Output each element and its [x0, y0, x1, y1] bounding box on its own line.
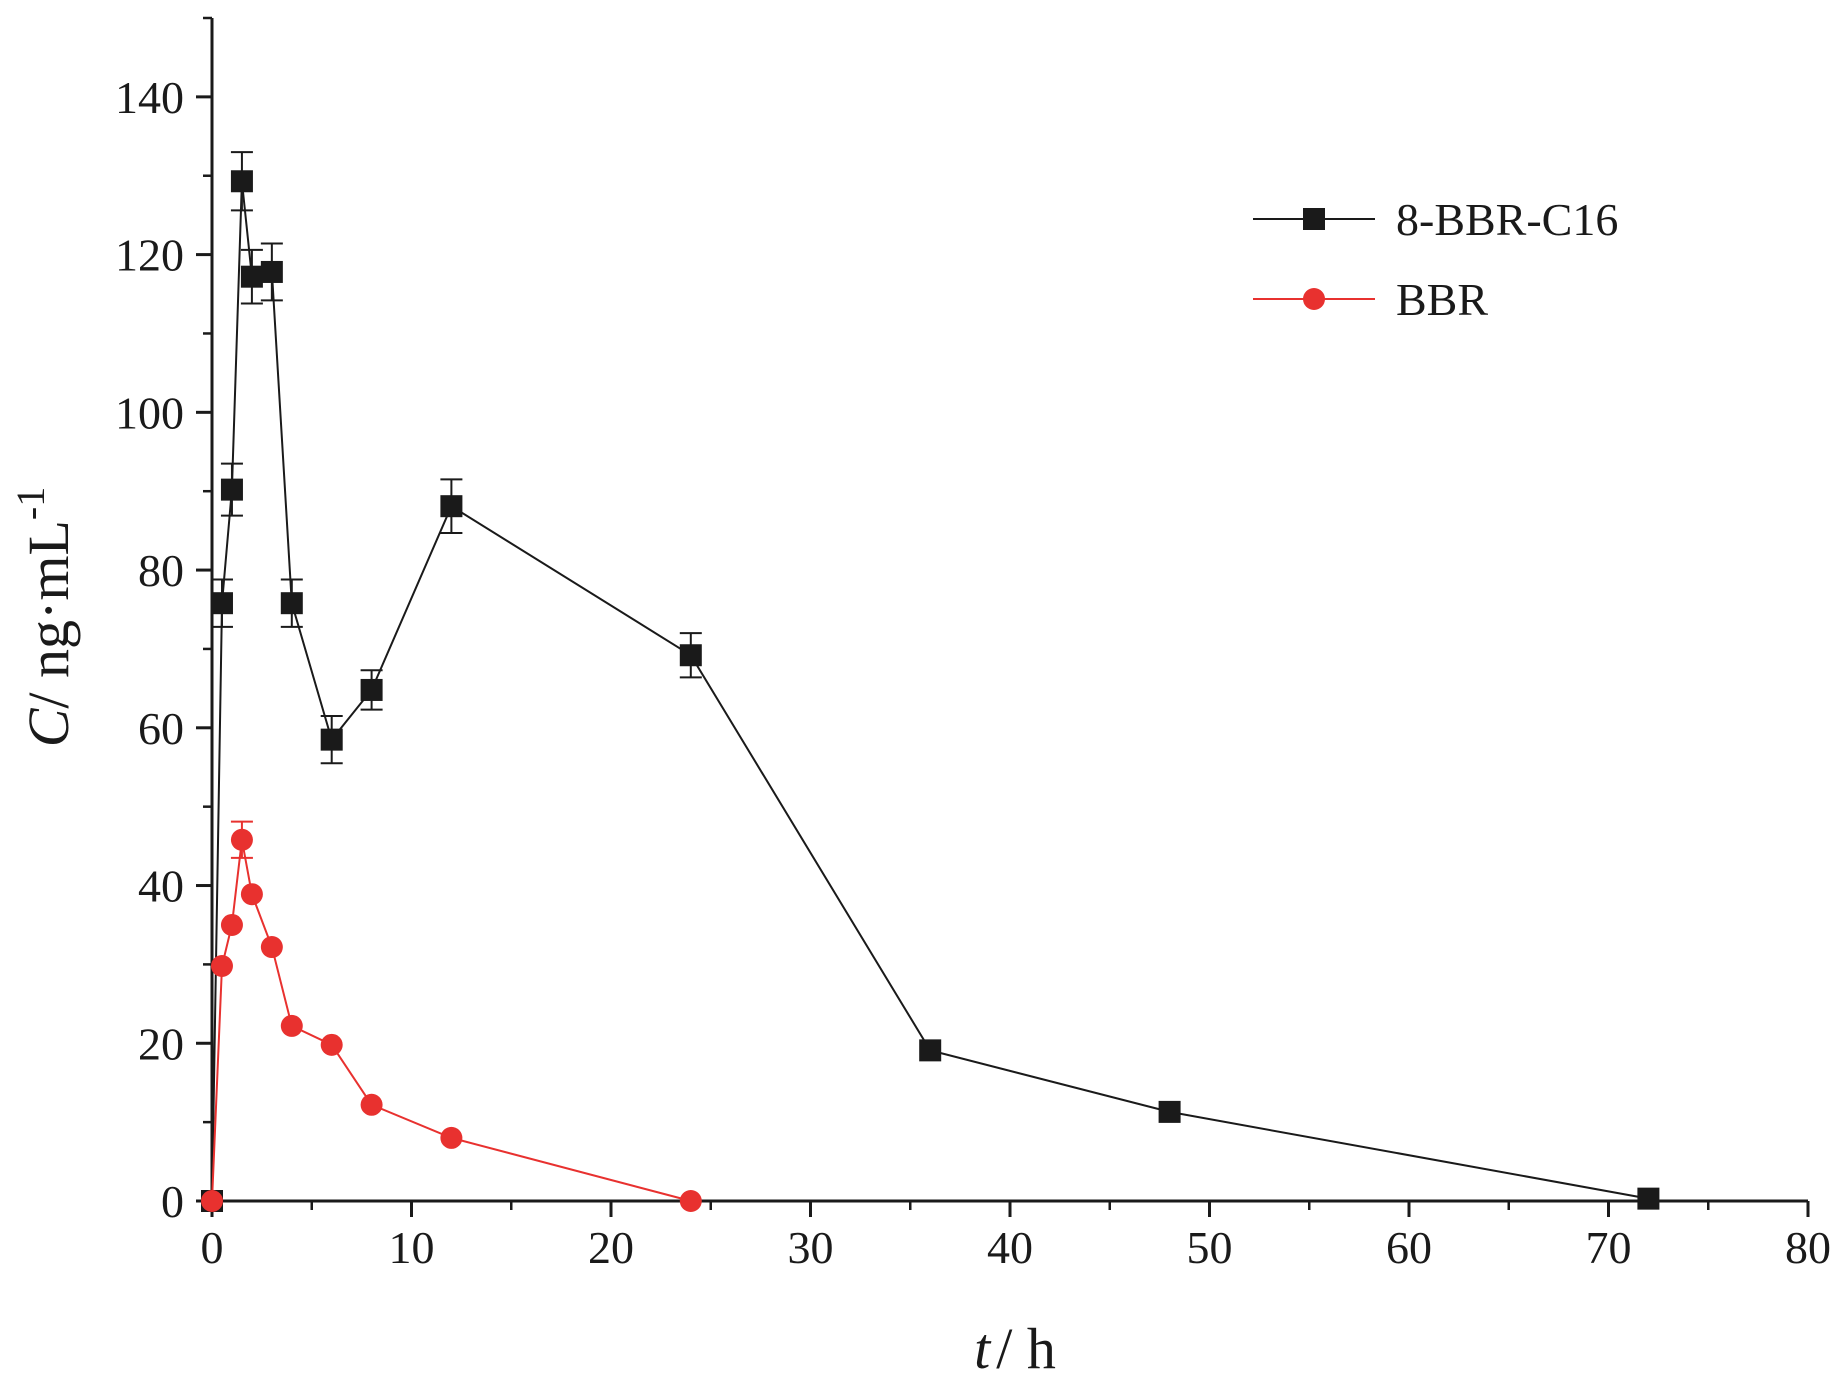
data-point — [360, 678, 383, 701]
data-point — [919, 1039, 942, 1062]
y-axis-label: C/ ng·mL-1 — [8, 487, 81, 748]
y-tick-label: 0 — [161, 1176, 184, 1227]
data-point — [679, 1190, 702, 1212]
x-tick-label: 80 — [1785, 1222, 1831, 1273]
x-tick-label: 40 — [987, 1222, 1033, 1273]
series-8-bbr-c16 — [201, 151, 1660, 1212]
x-tick-label: 50 — [1187, 1222, 1233, 1273]
x-tick-label: 10 — [389, 1222, 435, 1273]
data-point — [440, 495, 463, 518]
y-tick-label: 120 — [115, 230, 184, 281]
y-tick-label: 80 — [138, 545, 184, 596]
y-tick-label: 140 — [115, 72, 184, 123]
x-tick-label: 20 — [588, 1222, 634, 1273]
y-tick-label: 60 — [138, 703, 184, 754]
x-axis-label: t / h — [974, 1316, 1056, 1381]
legend-label: 8-BBR-C16 — [1396, 194, 1618, 245]
data-point — [220, 913, 243, 936]
legend-marker — [1303, 288, 1325, 310]
data-point — [440, 1126, 463, 1149]
data-point — [240, 883, 263, 906]
data-point — [320, 728, 343, 751]
data-point — [210, 592, 233, 615]
data-point — [260, 260, 283, 283]
series-layer — [201, 151, 1660, 1212]
data-point — [260, 936, 283, 959]
x-tick-label: 0 — [201, 1222, 224, 1273]
data-point — [210, 954, 233, 977]
legend-label: BBR — [1396, 274, 1488, 325]
data-point — [1637, 1187, 1660, 1210]
series-bbr — [201, 820, 702, 1212]
data-point — [360, 1093, 383, 1116]
legend-marker — [1303, 208, 1325, 230]
x-tick-label: 30 — [788, 1222, 834, 1273]
x-tick-label: 60 — [1386, 1222, 1432, 1273]
x-tick-label: 70 — [1586, 1222, 1632, 1273]
y-tick-label: 100 — [115, 387, 184, 438]
data-point — [240, 265, 263, 288]
axes: 0 10 20 30 40 50 60 70 80 0 20 40 60 80 100 120 140 — [115, 16, 1831, 1273]
data-point — [230, 170, 253, 193]
data-point — [230, 828, 253, 851]
data-point — [1158, 1100, 1181, 1123]
data-point — [320, 1033, 343, 1056]
y-tick-label: 40 — [138, 861, 184, 912]
y-tick-label: 20 — [138, 1018, 184, 1069]
series-line — [211, 181, 1649, 1202]
data-point — [280, 592, 303, 615]
legend: 8-BBR-C16 BBR — [1253, 194, 1618, 325]
data-point — [220, 478, 243, 501]
data-point — [201, 1190, 223, 1212]
data-point — [280, 1014, 303, 1037]
data-point — [679, 644, 702, 667]
